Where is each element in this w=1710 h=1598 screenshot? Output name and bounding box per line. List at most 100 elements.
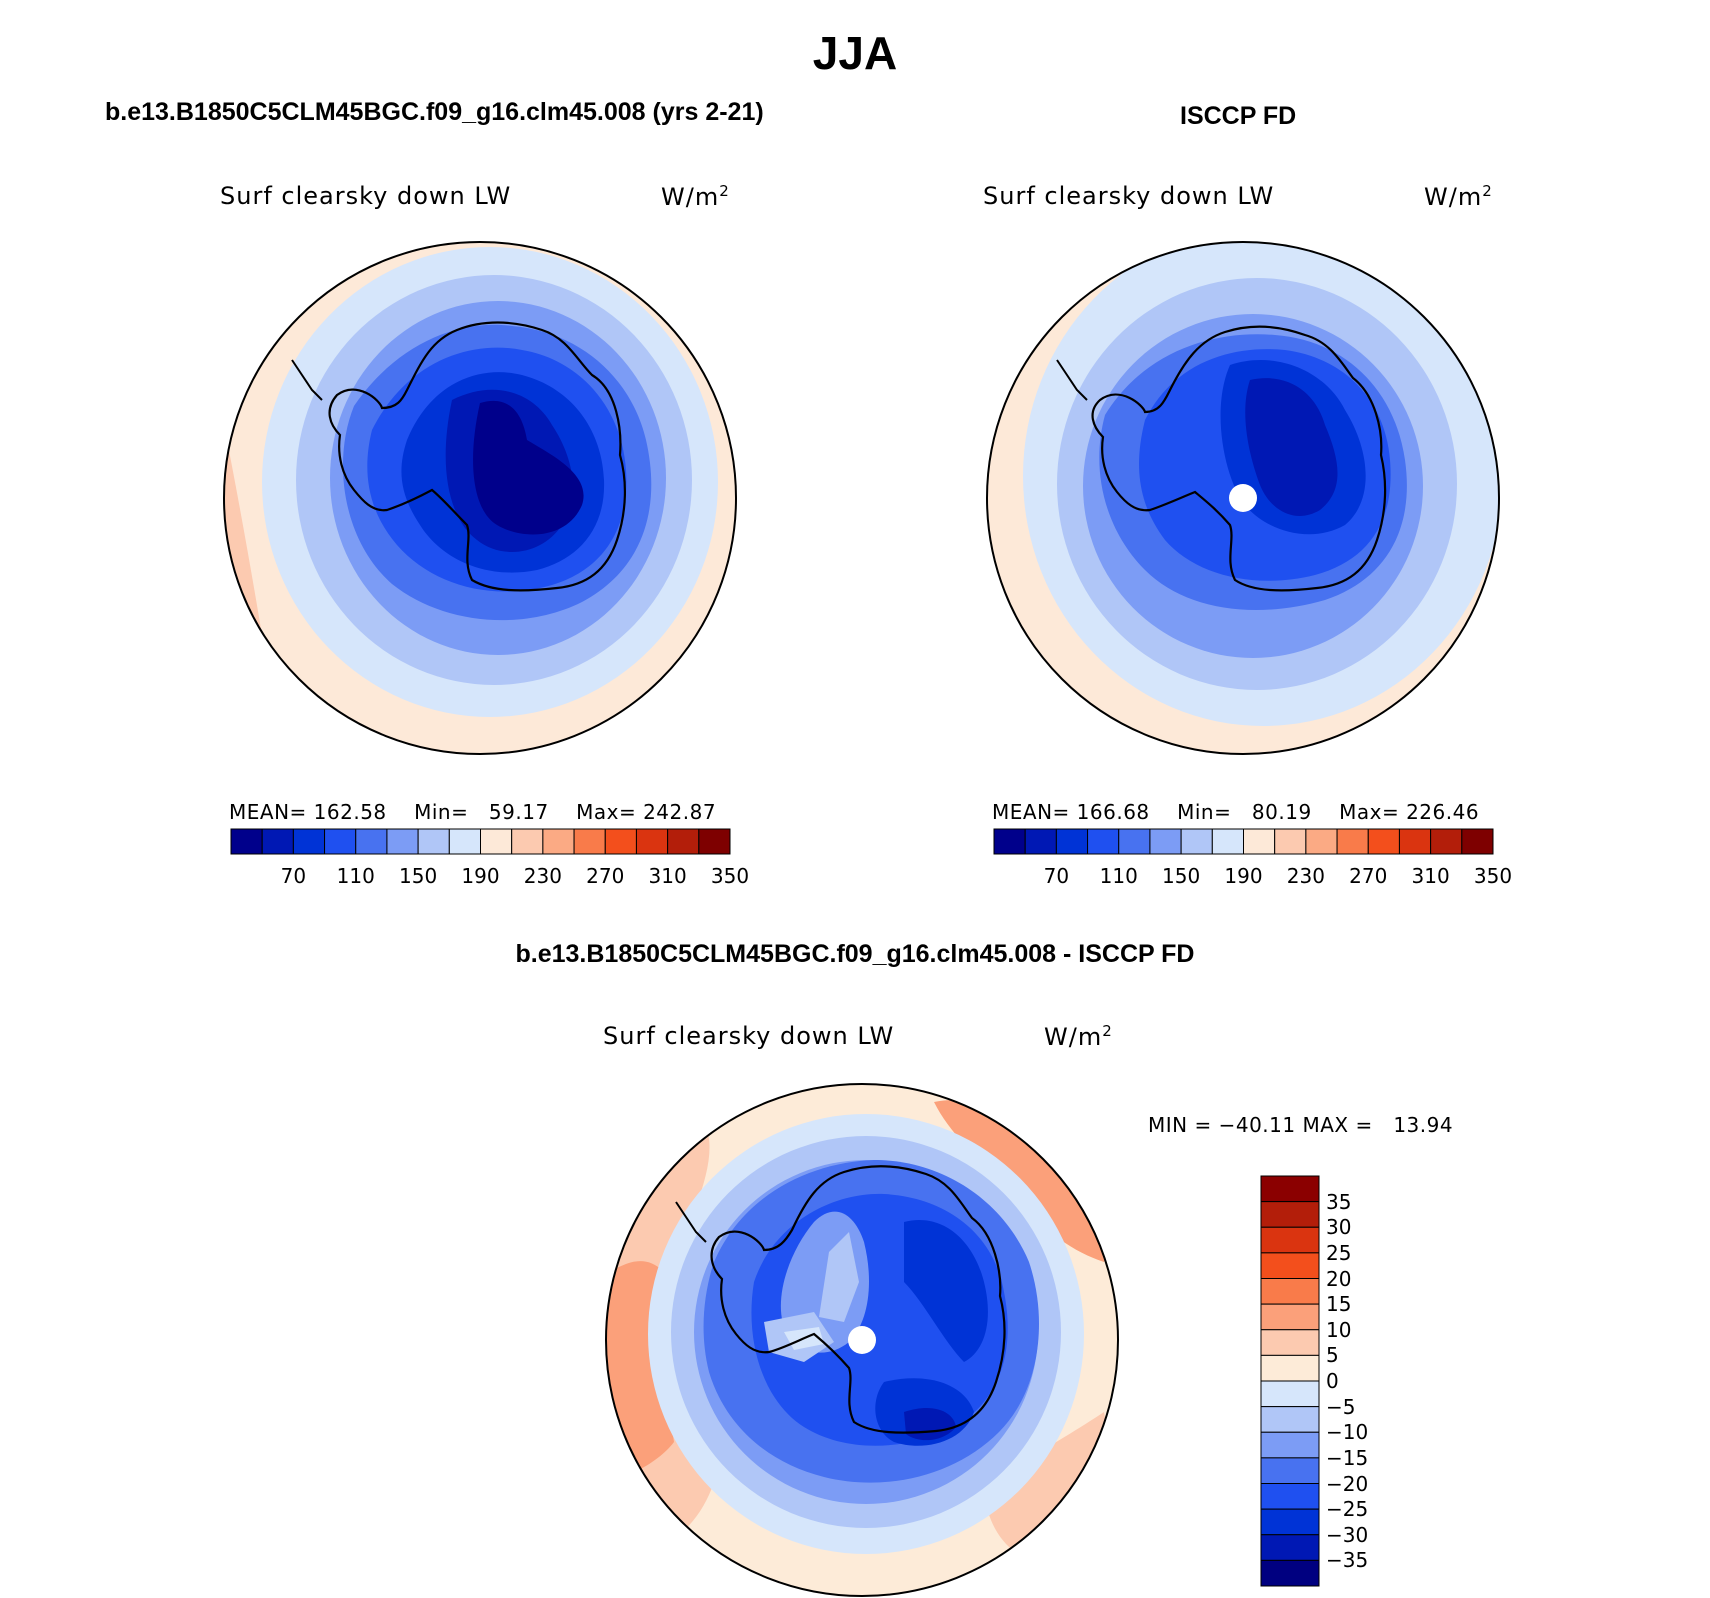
diff-min-value: −40.11 [1218, 1113, 1296, 1137]
colorbar-swatch [1180, 828, 1213, 855]
colorbar-swatch [573, 828, 606, 855]
diff-colorbar-tick-label: −25 [1326, 1497, 1369, 1522]
diff-colorbar-tick-label: 25 [1326, 1240, 1352, 1265]
model-min-value: 59.17 [488, 800, 549, 824]
diff-colorbar-swatch [1260, 1252, 1320, 1279]
colorbar-swatch [1149, 828, 1182, 855]
colorbar-tick-label: 350 [1473, 864, 1513, 888]
diff-colorbar-swatch [1260, 1431, 1320, 1459]
colorbar-swatch [1398, 828, 1432, 855]
colorbar-swatch [1305, 828, 1338, 855]
diff-colorbar-tick-label: −30 [1326, 1522, 1369, 1547]
obs-min-value: 80.19 [1251, 800, 1312, 824]
model-stats: MEAN= 162.58 Min= 59.17 Max= 242.87 [229, 800, 717, 824]
obs-colorbar [993, 828, 1494, 855]
diff-colorbar-tick-label: 5 [1326, 1343, 1339, 1368]
colorbar-tick-label: 70 [280, 864, 307, 888]
colorbar-swatch [261, 828, 294, 855]
colorbar-swatch [230, 828, 263, 855]
colorbar-swatch [292, 828, 326, 855]
diff-panel-title: b.e13.B1850C5CLM45BGC.f09_g16.clm45.008 … [515, 940, 1195, 968]
diff-colorbar-swatch [1260, 1226, 1320, 1254]
obs-stats: MEAN= 166.68 Min= 80.19 Max= 226.46 [992, 800, 1480, 824]
diff-colorbar-swatch [1260, 1534, 1320, 1561]
colorbar-swatch [1087, 828, 1120, 855]
colorbar-swatch [448, 828, 481, 855]
diff-variable-label: Surf clearsky down LW [603, 1022, 895, 1050]
model-coastline [328, 321, 626, 592]
colorbar-tick-label: 110 [1099, 864, 1138, 888]
obs-coastline [1091, 325, 1387, 592]
colorbar-swatch [542, 828, 575, 855]
diff-colorbar-tick-label: −35 [1326, 1548, 1369, 1573]
model-variable-label: Surf clearsky down LW [220, 182, 512, 210]
figure-title: JJA [812, 27, 898, 79]
colorbar-swatch [480, 828, 513, 855]
diff-colorbar-tick-label: −5 [1326, 1394, 1356, 1419]
colorbar-swatch [386, 828, 419, 855]
colorbar-swatch [1055, 828, 1089, 855]
diff-colorbar-swatch [1260, 1278, 1320, 1305]
colorbar-swatch [1367, 828, 1400, 855]
obs-map-border [986, 241, 1500, 755]
colorbar-tick-label: 150 [399, 864, 438, 888]
colorbar-swatch [355, 828, 388, 855]
obs-units-label: W/m2 [1424, 182, 1493, 211]
model-max-value: 242.87 [643, 800, 717, 824]
colorbar-swatch [1024, 828, 1057, 855]
obs-colorbar-ticks: 70 110 150 190 230 270 310 350 [0, 864, 1710, 890]
diff-colorbar-swatch [1260, 1354, 1320, 1382]
colorbar-swatch [1336, 828, 1369, 855]
diff-colorbar-tick-label: −10 [1326, 1420, 1369, 1445]
colorbar-tick-label: 350 [710, 864, 750, 888]
diff-colorbar-swatch [1260, 1508, 1320, 1536]
diff-pole-hole [848, 1326, 876, 1354]
colorbar-tick-label: 230 [1286, 864, 1325, 888]
colorbar-tick-label: 190 [1224, 864, 1263, 888]
diff-max-value: 13.94 [1393, 1113, 1454, 1137]
obs-variable-label: Surf clearsky down LW [983, 182, 1275, 210]
diff-coastline [710, 1165, 1006, 1434]
colorbar-tick-label: 150 [1162, 864, 1201, 888]
colorbar-swatch [698, 828, 731, 855]
diff-colorbar-swatch [1260, 1380, 1320, 1408]
diff-colorbar-swatch [1260, 1201, 1320, 1228]
colorbar-tick-label: 270 [586, 864, 625, 888]
diff-colorbar-swatch [1260, 1457, 1320, 1484]
colorbar-tick-label: 110 [336, 864, 375, 888]
diff-colorbar [1260, 1175, 1320, 1587]
obs-polar-map [986, 241, 1500, 755]
colorbar-swatch [604, 828, 637, 855]
obs-mean-value: 166.68 [1076, 800, 1150, 824]
diff-colorbar-tick-label: 35 [1326, 1189, 1352, 1214]
colorbar-tick-label: 310 [1411, 864, 1450, 888]
diff-colorbar-tick-label: −15 [1326, 1445, 1369, 1470]
diff-polar-map [605, 1083, 1119, 1597]
diff-colorbar-swatch [1260, 1406, 1320, 1433]
diff-colorbar-swatch [1260, 1559, 1320, 1587]
diff-units-label: W/m2 [1044, 1022, 1113, 1051]
diff-colorbar-swatch [1260, 1329, 1320, 1356]
model-mean-value: 162.58 [313, 800, 387, 824]
colorbar-swatch [635, 828, 669, 855]
diff-colorbar-tick-label: 0 [1326, 1369, 1339, 1393]
diff-colorbar-tick-label: −20 [1326, 1471, 1369, 1496]
diff-colorbar-tick-label: 15 [1326, 1292, 1352, 1317]
colorbar-swatch [1430, 828, 1463, 855]
colorbar-swatch [1118, 828, 1151, 855]
diff-colorbar-tick-label: 30 [1326, 1215, 1352, 1240]
model-colorbar [230, 828, 731, 855]
diff-colorbar-tick-label: 10 [1326, 1317, 1352, 1342]
model-polar-map [223, 241, 737, 755]
colorbar-swatch [667, 828, 700, 855]
colorbar-swatch [993, 828, 1026, 855]
colorbar-tick-label: 230 [523, 864, 562, 888]
model-panel-title: b.e13.B1850C5CLM45BGC.f09_g16.clm45.008 … [105, 98, 764, 126]
model-units-label: W/m2 [661, 182, 730, 211]
colorbar-swatch [324, 828, 357, 855]
colorbar-swatch [417, 828, 450, 855]
diff-colorbar-swatch [1260, 1175, 1320, 1203]
colorbar-swatch [1211, 828, 1244, 855]
colorbar-swatch [1461, 828, 1494, 855]
colorbar-swatch [1274, 828, 1307, 855]
